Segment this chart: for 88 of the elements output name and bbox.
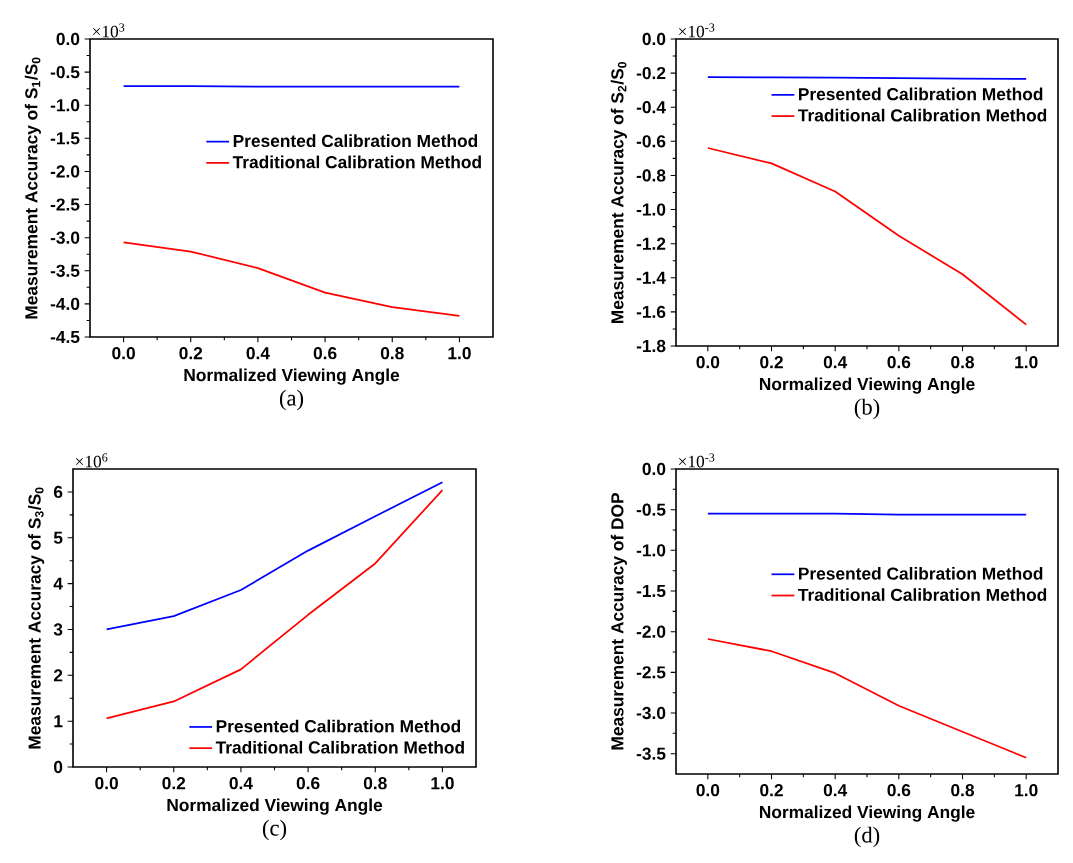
x-tick-label: 0.6 — [887, 784, 911, 797]
x-axis-title: Normalized Viewing Angle — [184, 368, 400, 385]
y-tick-label: -1.0 — [636, 544, 666, 557]
x-tick-label: 0.0 — [696, 356, 720, 369]
line-series — [122, 241, 461, 317]
x-tick-label: 0.0 — [112, 347, 135, 360]
x-tick-label: 0.2 — [162, 777, 186, 790]
x-tick-label: 1.0 — [431, 777, 454, 790]
x-tick-label: 0.2 — [760, 356, 783, 369]
y-tick-label: -1.4 — [636, 271, 666, 284]
y-tick-label: -2.0 — [50, 165, 80, 178]
y-tick-label: -1.5 — [50, 132, 80, 145]
text: (d) — [854, 826, 880, 848]
x-tick-label: 1.0 — [1015, 784, 1038, 797]
text: ×10$^{3}$ — [92, 23, 125, 38]
legend-label: Presented Calibration Method — [233, 134, 478, 148]
line-series — [105, 489, 444, 720]
y-tick-label: -3.5 — [50, 264, 80, 277]
y-tick-label: -1.0 — [50, 99, 80, 112]
legend-label: Traditional Calibration Method — [215, 740, 464, 754]
y-axis-title: Measurement Accuracy of DOP — [610, 493, 627, 750]
x-tick-label: 1.0 — [1015, 356, 1038, 369]
y-tick-label: -2.0 — [636, 625, 666, 638]
y-tick-label: -1.0 — [636, 203, 666, 216]
y-tick-label: 3 — [53, 623, 63, 636]
x-tick-label: 0.8 — [363, 777, 387, 790]
x-axis-title: Normalized Viewing Angle — [759, 377, 975, 394]
y-tick-label: 5 — [53, 531, 63, 544]
y-tick-label: 2 — [53, 669, 63, 682]
text: (a) — [279, 389, 304, 411]
line-series — [105, 481, 444, 631]
x-tick-label: 0.2 — [179, 347, 203, 360]
x-tick-label: 0.6 — [887, 356, 911, 369]
text: (c) — [262, 819, 287, 841]
y-tick-label: -0.6 — [636, 135, 666, 148]
x-tick-label: 0.8 — [951, 784, 975, 797]
x-tick-label: 0.0 — [95, 777, 118, 790]
x-tick-label: 0.2 — [760, 784, 783, 797]
x-tick-label: 0.4 — [246, 347, 270, 360]
text: ×10$^{-3}$ — [678, 453, 715, 468]
legend-label: Traditional Calibration Method — [798, 588, 1047, 601]
legend-label: Presented Calibration Method — [799, 87, 1043, 101]
x-tick-label: 0.6 — [313, 347, 337, 360]
x-tick-label: 0.6 — [296, 777, 320, 790]
y-tick-label: 0.0 — [642, 32, 666, 46]
y-tick-label: -3.0 — [636, 706, 666, 720]
y-tick-label: -0.5 — [636, 503, 666, 516]
y-tick-label: -1.5 — [636, 584, 666, 598]
y-tick-label: -2.5 — [636, 666, 666, 679]
text: ×10$^{6}$ — [75, 453, 108, 468]
y-tick-label: 4 — [53, 577, 63, 590]
y-tick-label: 0.0 — [642, 462, 666, 476]
y-tick-label: -0.8 — [636, 169, 666, 182]
y-tick-label: -0.2 — [636, 66, 666, 80]
y-tick-label: -0.4 — [636, 101, 666, 114]
y-axis-title: Measurement Accuracy of S$_{3}$/S$_{0}$ — [28, 487, 45, 749]
y-axis-title: Measurement Accuracy of S$_{2}$/S$_{0}$ — [610, 61, 627, 324]
y-tick-label: -2.5 — [50, 198, 80, 211]
y-tick-label: -4.0 — [50, 297, 80, 311]
x-tick-label: 0.4 — [823, 784, 848, 797]
y-tick-label: -1.6 — [636, 305, 666, 319]
y-tick-label: -4.5 — [50, 330, 80, 344]
y-tick-label: 0 — [54, 760, 63, 774]
legend-label: Traditional Calibration Method — [798, 108, 1047, 122]
x-tick-label: 0.8 — [380, 347, 404, 360]
y-tick-label: -1.8 — [636, 339, 666, 353]
x-axis-title: Normalized Viewing Angle — [167, 798, 383, 815]
line-series — [706, 147, 1028, 326]
y-tick-label: -3.5 — [636, 747, 666, 760]
text: ×10$^{-3}$ — [678, 23, 715, 38]
x-tick-label: 0.8 — [951, 356, 975, 369]
y-tick-label: -0.5 — [50, 65, 80, 79]
x-tick-label: 1.0 — [448, 347, 471, 360]
y-tick-label: 0.0 — [56, 32, 80, 46]
x-tick-label: 0.4 — [229, 777, 253, 790]
y-tick-label: 1 — [54, 715, 63, 728]
text: (b) — [854, 398, 880, 420]
legend-label: Traditional Calibration Method — [232, 155, 481, 169]
legend-label: Presented Calibration Method — [216, 719, 461, 733]
x-tick-label: 0.4 — [823, 356, 848, 369]
legend-label: Presented Calibration Method — [799, 567, 1043, 580]
y-tick-label: 6 — [53, 485, 63, 499]
line-series — [706, 638, 1028, 759]
y-axis-title: Measurement Accuracy of S$_{1}$/S$_{0}$ — [24, 57, 41, 319]
x-tick-label: 0.0 — [696, 784, 720, 797]
y-tick-label: -1.2 — [636, 237, 666, 250]
y-tick-label: -3.0 — [50, 231, 80, 244]
x-axis-title: Normalized Viewing Angle — [759, 805, 975, 822]
